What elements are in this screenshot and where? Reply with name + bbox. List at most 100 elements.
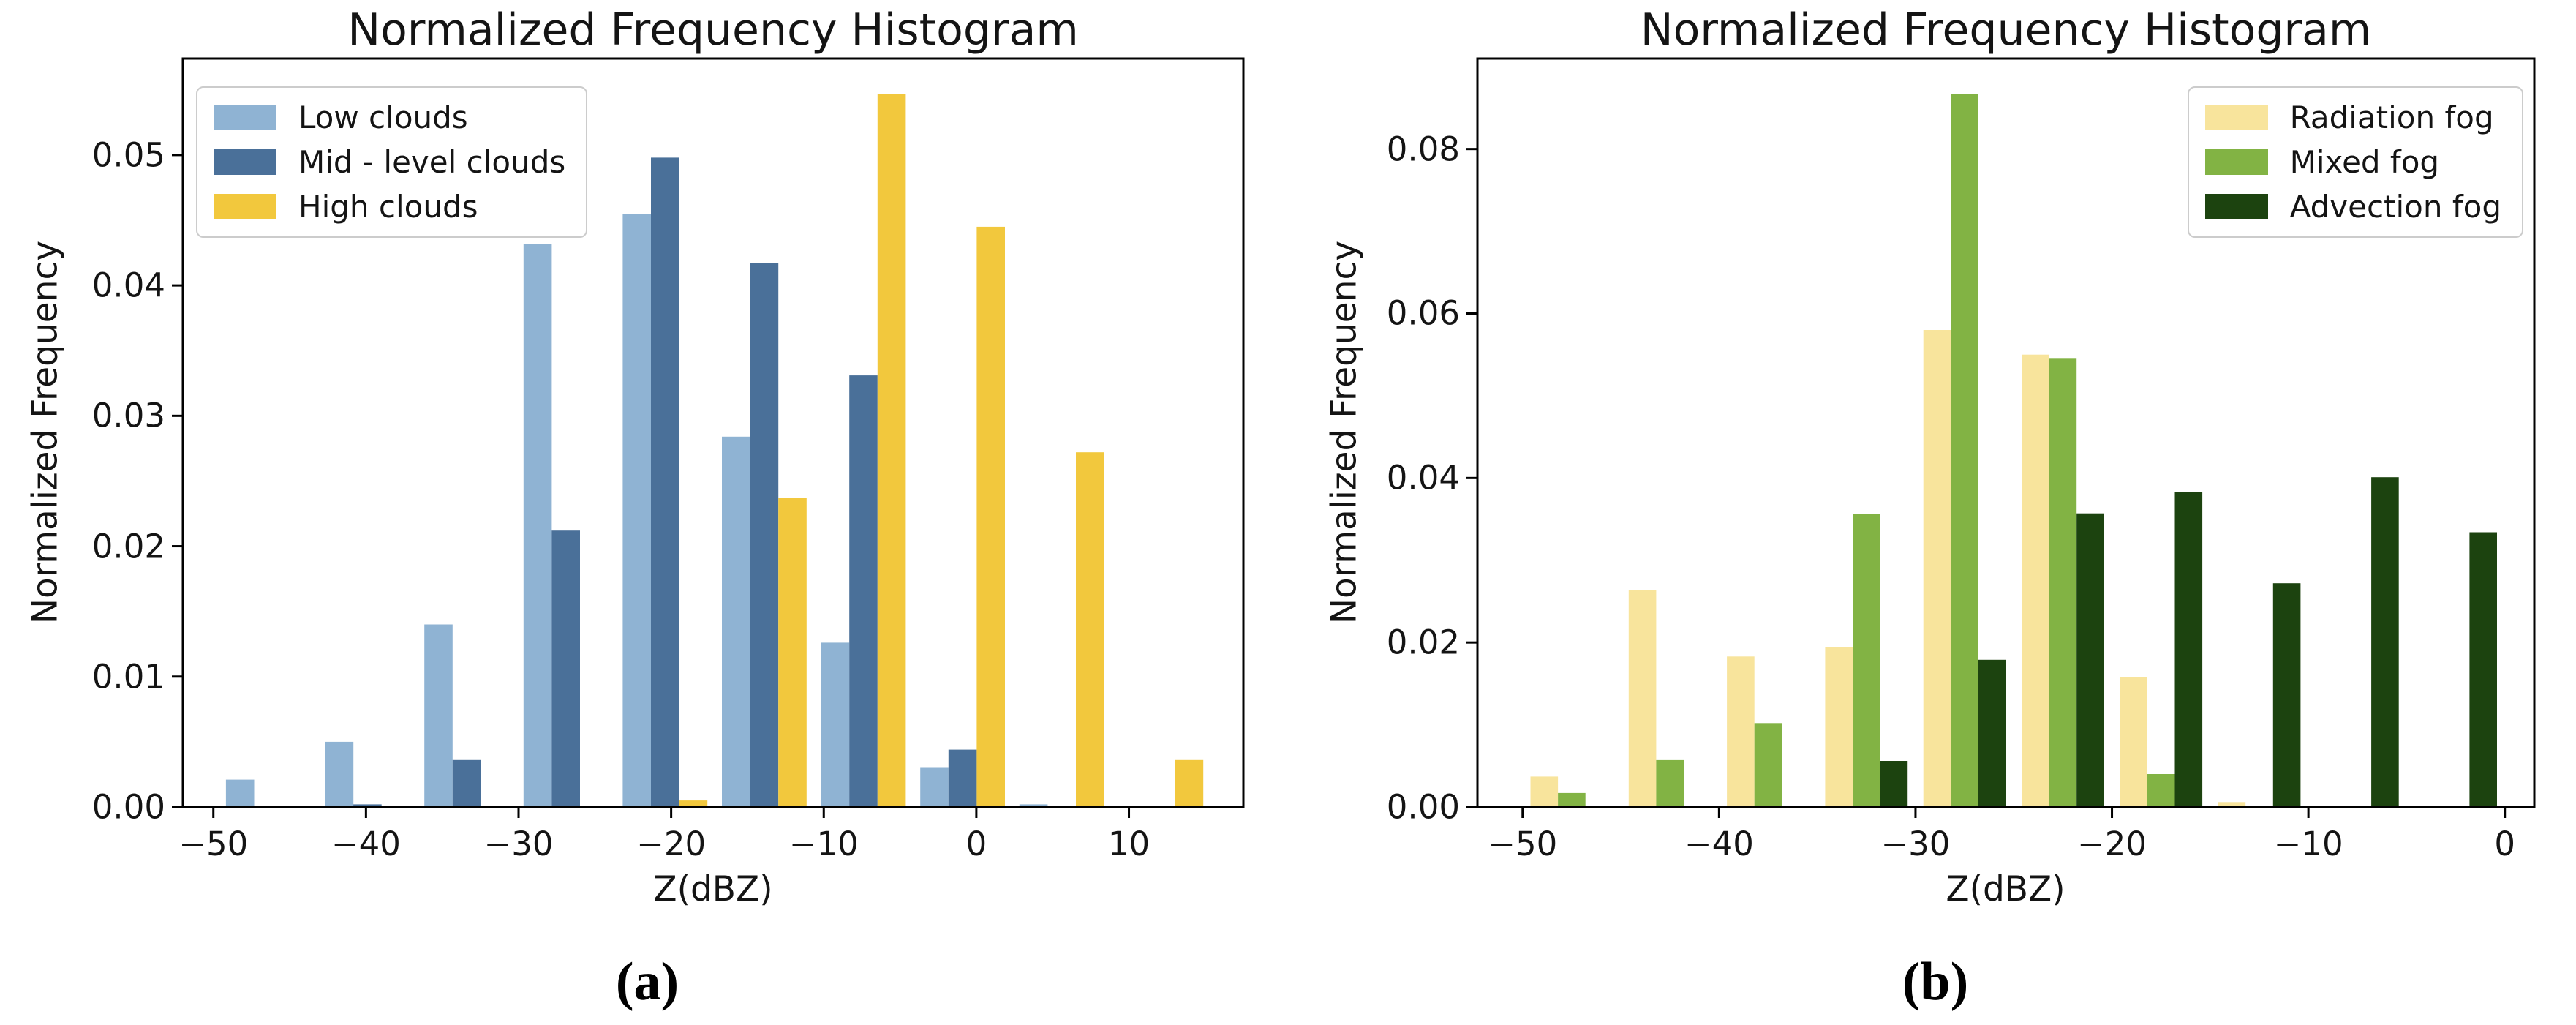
y-axis-label: Normalized Frequency bbox=[1324, 240, 1365, 625]
legend: Low clouds Mid - level clouds High clouds bbox=[196, 86, 588, 238]
bar-advection-fog-3 bbox=[1880, 761, 1908, 807]
x-axis-label: Z(dBZ) bbox=[1946, 869, 2065, 909]
y-tick-label: 0.05 bbox=[91, 135, 165, 175]
x-tick-label: −30 bbox=[1880, 825, 1951, 863]
legend: Radiation fog Mixed fog Advection fog bbox=[2187, 86, 2523, 238]
x-tick-label: −40 bbox=[1684, 825, 1754, 863]
bar-low-clouds-8 bbox=[1019, 804, 1048, 807]
axes-frame bbox=[181, 57, 1245, 808]
bar-radiation-fog-2 bbox=[1727, 656, 1755, 807]
bar-radiation-fog-7 bbox=[2218, 802, 2246, 807]
bar-radiation-fog-4 bbox=[1923, 330, 1951, 807]
bar-advection-fog-4 bbox=[1978, 659, 2006, 807]
bar-high-clouds-9 bbox=[1175, 759, 1204, 807]
bar-advection-fog-8 bbox=[2371, 477, 2399, 807]
bar-high-clouds-4 bbox=[679, 800, 708, 807]
legend-label: Mid - level clouds bbox=[298, 144, 566, 180]
legend-swatch bbox=[214, 194, 276, 219]
legend-label: Mixed fog bbox=[2289, 144, 2440, 180]
y-tick-label: 0.00 bbox=[91, 787, 165, 827]
x-tick-label: −20 bbox=[636, 825, 707, 863]
bar-mixed-fog-3 bbox=[1853, 514, 1880, 807]
bar-mid-level-clouds-5 bbox=[750, 263, 779, 807]
chart-title: Normalized Frequency Histogram bbox=[347, 4, 1079, 56]
bar-low-clouds-5 bbox=[722, 436, 750, 807]
legend-entry: Advection fog bbox=[2204, 189, 2501, 225]
bar-low-clouds-4 bbox=[622, 214, 651, 808]
axes-frame bbox=[1476, 57, 2536, 808]
bar-advection-fog-7 bbox=[2272, 583, 2301, 807]
y-tick-label: 0.06 bbox=[1386, 293, 1460, 333]
bar-high-clouds-6 bbox=[877, 94, 906, 808]
y-tick-label: 0.04 bbox=[91, 266, 165, 305]
bar-radiation-fog-0 bbox=[1530, 776, 1559, 807]
bar-high-clouds-5 bbox=[778, 498, 807, 807]
y-tick-label: 0.04 bbox=[1386, 458, 1460, 498]
x-axis-label: Z(dBZ) bbox=[653, 869, 773, 909]
bar-mixed-fog-6 bbox=[2147, 774, 2175, 807]
bar-mid-level-clouds-7 bbox=[948, 749, 977, 807]
bar-advection-fog-5 bbox=[2076, 513, 2104, 807]
x-tick-label: −20 bbox=[2077, 825, 2147, 863]
legend-entry: Mixed fog bbox=[2204, 144, 2501, 180]
bar-mixed-fog-5 bbox=[2049, 358, 2077, 807]
legend-swatch bbox=[214, 105, 276, 130]
panel-caption: (b) bbox=[1902, 952, 1969, 1012]
bar-radiation-fog-1 bbox=[1628, 590, 1657, 807]
plot-area-b bbox=[1466, 57, 2536, 818]
panel-a: Normalized Frequency Histogram Normalize… bbox=[25, 4, 1245, 1012]
y-tick-label: 0.02 bbox=[1386, 623, 1460, 662]
bar-advection-fog-9 bbox=[2469, 532, 2497, 807]
x-tick-label: 10 bbox=[1107, 825, 1150, 863]
bar-mixed-fog-0 bbox=[1558, 792, 1586, 807]
legend-swatch bbox=[2204, 194, 2268, 219]
legend-swatch bbox=[2204, 149, 2268, 175]
bar-low-clouds-7 bbox=[920, 767, 949, 807]
panel-caption: (a) bbox=[615, 952, 679, 1012]
chart-title: Normalized Frequency Histogram bbox=[1640, 4, 2372, 56]
bar-mid-level-clouds-2 bbox=[452, 759, 481, 807]
legend-entry: Mid - level clouds bbox=[214, 144, 565, 180]
bar-low-clouds-3 bbox=[523, 244, 552, 808]
bar-mid-level-clouds-4 bbox=[651, 157, 679, 807]
x-tick-label: −50 bbox=[1488, 825, 1558, 863]
legend-entry: Low clouds bbox=[214, 100, 565, 135]
y-tick-label: 0.03 bbox=[91, 396, 165, 435]
y-tick-label: 0.08 bbox=[1386, 129, 1460, 169]
x-tick-label: −40 bbox=[331, 825, 401, 863]
x-tick-label: 0 bbox=[2494, 825, 2516, 863]
bar-low-clouds-2 bbox=[424, 624, 453, 807]
plot-area-a bbox=[172, 57, 1245, 818]
bar-low-clouds-6 bbox=[821, 642, 850, 807]
legend-swatch bbox=[214, 149, 276, 175]
x-tick-label: −50 bbox=[178, 825, 249, 863]
x-tick-label: −10 bbox=[2273, 825, 2343, 863]
bar-mid-level-clouds-1 bbox=[353, 804, 382, 807]
bar-mid-level-clouds-3 bbox=[551, 530, 580, 807]
y-tick-label: 0.00 bbox=[1386, 787, 1460, 827]
y-axis-label: Normalized Frequency bbox=[25, 240, 66, 625]
bar-radiation-fog-6 bbox=[2120, 677, 2147, 807]
x-tick-label: −10 bbox=[788, 825, 859, 863]
legend-entry: Radiation fog bbox=[2204, 100, 2501, 135]
legend-entry: High clouds bbox=[214, 189, 565, 225]
bar-mixed-fog-1 bbox=[1656, 759, 1684, 807]
bar-high-clouds-8 bbox=[1076, 452, 1104, 807]
legend-swatch bbox=[2204, 105, 2268, 130]
bar-mixed-fog-4 bbox=[1951, 94, 1978, 808]
bar-low-clouds-0 bbox=[225, 779, 255, 807]
bar-mixed-fog-2 bbox=[1754, 723, 1782, 807]
bar-mid-level-clouds-6 bbox=[849, 375, 878, 807]
x-tick-label: 0 bbox=[965, 825, 987, 863]
y-tick-label: 0.01 bbox=[91, 657, 165, 697]
bar-radiation-fog-5 bbox=[2022, 354, 2049, 807]
bar-low-clouds-1 bbox=[325, 741, 354, 807]
legend-label: Advection fog bbox=[2289, 189, 2501, 225]
bar-high-clouds-7 bbox=[976, 226, 1005, 807]
bar-advection-fog-6 bbox=[2174, 492, 2203, 807]
bar-radiation-fog-3 bbox=[1825, 647, 1853, 807]
legend-label: Low clouds bbox=[298, 100, 468, 135]
x-tick-label: −30 bbox=[483, 825, 554, 863]
legend-label: High clouds bbox=[298, 189, 478, 225]
